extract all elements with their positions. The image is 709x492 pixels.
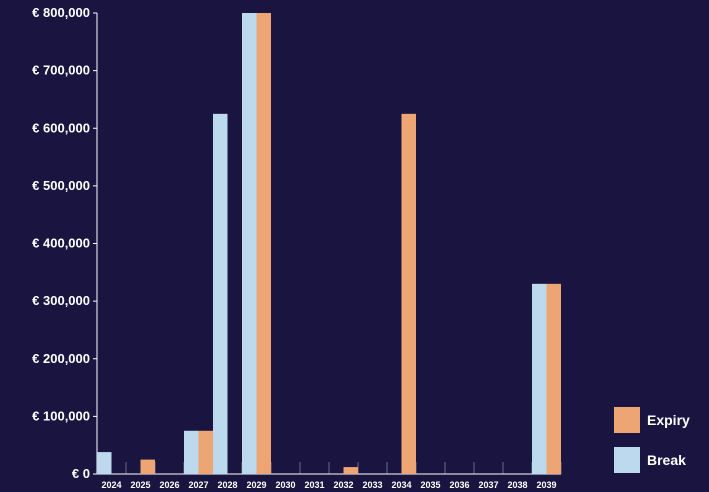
x-tick-label: 2034 [391,480,411,490]
y-tick-label: € 200,000 [32,351,90,366]
x-tick-label: 2031 [304,480,324,490]
y-tick-label: € 600,000 [32,120,90,135]
x-tick-label: 2037 [478,480,498,490]
bar-expiry [140,459,155,474]
bar-break [532,283,547,474]
x-tick-label: 2032 [333,480,353,490]
x-tick-label: 2038 [507,480,527,490]
legend-label-break: Break [647,452,686,468]
x-tick-label: 2024 [101,480,121,490]
bars [97,13,561,474]
y-tick-label: € 100,000 [32,408,90,423]
x-tick-label: 2027 [188,480,208,490]
y-tick-label: € 700,000 [32,63,90,78]
x-tick-label: 2033 [362,480,382,490]
bar-expiry [546,283,561,474]
legend-swatch-expiry [614,407,640,433]
x-tick-label: 2039 [536,480,556,490]
bar-break [213,113,228,474]
y-tick-label: € 500,000 [32,178,90,193]
bar-break [184,430,199,474]
y-tick-label: € 800,000 [32,5,90,20]
bar-break [242,13,257,474]
y-tick-label: € 400,000 [32,236,90,251]
bar-expiry [343,467,358,474]
x-tick-label: 2025 [130,480,150,490]
y-tick-label: € 0 [72,466,90,481]
bar-expiry [198,430,213,474]
x-tick-label: 2035 [420,480,440,490]
x-axis: 2024 2025 2026 2027 2028 2029 2030 2031 2032 2033… [96,462,562,490]
y-axis: € 0 € 100,000 € 200,000 € 300,000 € 400,000 €… [32,5,98,481]
bar-expiry [401,113,416,474]
y-tick-label: € 300,000 [32,293,90,308]
x-tick-label: 2026 [159,480,179,490]
legend-label-expiry: Expiry [647,412,690,428]
x-tick-label: 2029 [246,480,266,490]
x-tick-label: 2036 [449,480,469,490]
bar-break [97,452,112,474]
x-tick-label: 2030 [275,480,295,490]
bar-expiry [256,13,271,474]
x-tick-label: 2028 [217,480,237,490]
legend: Expiry Break [614,407,690,473]
legend-swatch-break [614,447,640,473]
